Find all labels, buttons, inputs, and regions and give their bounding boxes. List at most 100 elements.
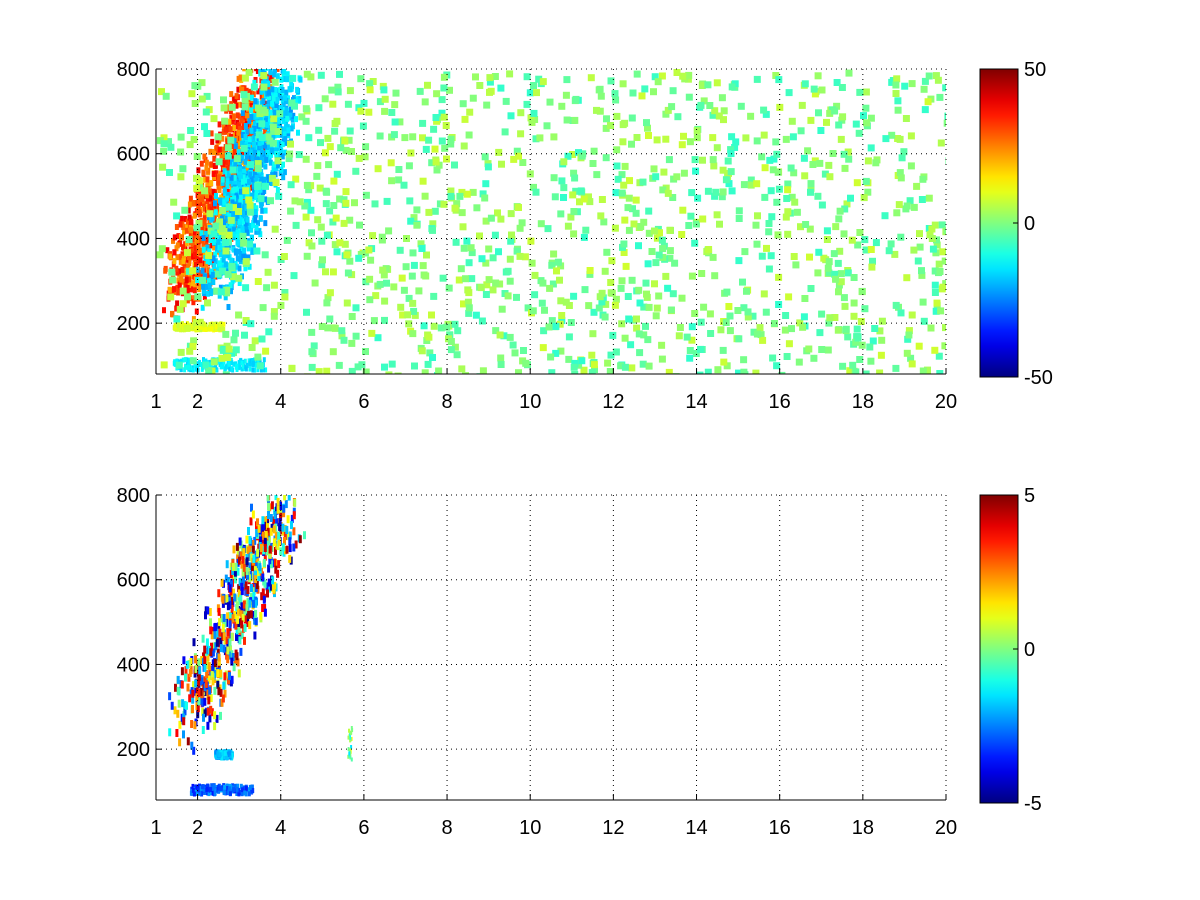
heatmap-cell [172, 249, 177, 256]
heatmap-cell [243, 615, 247, 624]
heatmap-cell [487, 214, 495, 222]
heatmap-cell [669, 290, 677, 298]
heatmap-cell [241, 613, 245, 622]
heatmap-cell [252, 599, 255, 608]
heatmap-cell [348, 313, 356, 320]
heatmap-cell [938, 221, 946, 229]
heatmap-cell [645, 362, 653, 370]
heatmap-cell [876, 369, 884, 374]
y-tick-label: 600 [117, 144, 150, 166]
heatmap-cell [362, 368, 370, 374]
heatmap-cell [933, 299, 941, 307]
heatmap-cell [248, 621, 252, 630]
heatmap-cell [250, 503, 253, 512]
heatmap-cell [303, 531, 306, 540]
heatmap-cell [184, 240, 189, 247]
heatmap-cell [280, 141, 285, 148]
heatmap-cell [741, 248, 749, 256]
heatmap-cell [665, 368, 673, 374]
heatmap-cell [374, 334, 382, 342]
heatmap-cell [669, 194, 677, 201]
heatmap-cell [709, 156, 717, 164]
heatmap-cell [187, 276, 192, 283]
heatmap-cell [224, 215, 229, 222]
heatmap-cell [376, 98, 384, 106]
heatmap-cell [711, 192, 719, 200]
heatmap-cell [469, 188, 477, 196]
heatmap-cell [168, 728, 172, 737]
heatmap-cell [415, 287, 423, 295]
heatmap-cell [323, 188, 331, 196]
heatmap-cell [187, 365, 190, 370]
heatmap-cell [232, 588, 235, 597]
heatmap-cell [253, 367, 257, 373]
heatmap-cell [285, 71, 290, 78]
heatmap-cell [223, 294, 228, 301]
heatmap-cell [430, 125, 438, 133]
heatmap-cell [260, 592, 264, 601]
heatmap-cell [918, 271, 926, 279]
heatmap-cell [892, 364, 900, 372]
heatmap-cell [395, 166, 403, 173]
heatmap-cell [603, 248, 611, 256]
heatmap-cell [205, 176, 210, 183]
heatmap-cell [215, 714, 219, 723]
heatmap-cell [177, 133, 185, 141]
heatmap-cell [262, 182, 269, 190]
heatmap-cell [462, 372, 469, 374]
heatmap-cell [254, 228, 259, 235]
heatmap-cell [205, 252, 213, 259]
heatmap-cell [619, 121, 627, 129]
heatmap-cell [221, 232, 229, 240]
heatmap-cell [817, 127, 825, 134]
heatmap-cell [228, 126, 233, 133]
heatmap-cell [179, 322, 183, 328]
heatmap-cell [619, 138, 627, 146]
heatmap-cell [772, 72, 780, 79]
heatmap-cell [664, 189, 672, 197]
heatmap-cell [334, 88, 342, 96]
heatmap-cell [408, 272, 416, 280]
heatmap-cell [633, 315, 640, 323]
heatmap-cell [513, 147, 521, 155]
heatmap-cell [243, 158, 248, 165]
heatmap-cell [242, 118, 246, 125]
heatmap-cell [545, 323, 553, 331]
heatmap-cell [333, 248, 341, 256]
heatmap-cell [835, 121, 843, 129]
heatmap-cell [216, 751, 220, 757]
heatmap-cell [291, 197, 299, 205]
heatmap-cell [366, 296, 374, 304]
heatmap-cell [193, 200, 198, 206]
heatmap-cell [260, 138, 264, 145]
heatmap-cell [207, 645, 211, 654]
heatmap-cell [869, 257, 876, 265]
heatmap-cell [198, 247, 203, 254]
heatmap-cell [867, 114, 875, 122]
heatmap-cell [861, 305, 869, 313]
heatmap-cell [294, 116, 298, 123]
heatmap-cell [425, 208, 433, 216]
heatmap-cell [543, 122, 551, 130]
heatmap-cell [170, 310, 174, 317]
heatmap-cell [235, 274, 243, 282]
heatmap-cell [507, 112, 515, 120]
heatmap-cell [260, 72, 268, 80]
heatmap-cell [235, 208, 242, 215]
heatmap-cell [850, 312, 858, 320]
heatmap-cell [644, 336, 652, 344]
heatmap-cell [215, 137, 220, 144]
heatmap-cell [229, 166, 237, 174]
heatmap-cell [483, 101, 491, 109]
heatmap-cell [271, 95, 276, 102]
heatmap-cell [206, 653, 210, 662]
heatmap-cell [727, 168, 735, 176]
heatmap-cell [194, 790, 198, 795]
heatmap-cell [837, 278, 845, 286]
heatmap-cell [209, 268, 214, 275]
heatmap-cell [467, 244, 475, 252]
heatmap-cell [248, 344, 256, 351]
x-tick-label: 18 [852, 817, 874, 839]
heatmap-cell [387, 159, 395, 167]
heatmap-cell [586, 198, 594, 206]
